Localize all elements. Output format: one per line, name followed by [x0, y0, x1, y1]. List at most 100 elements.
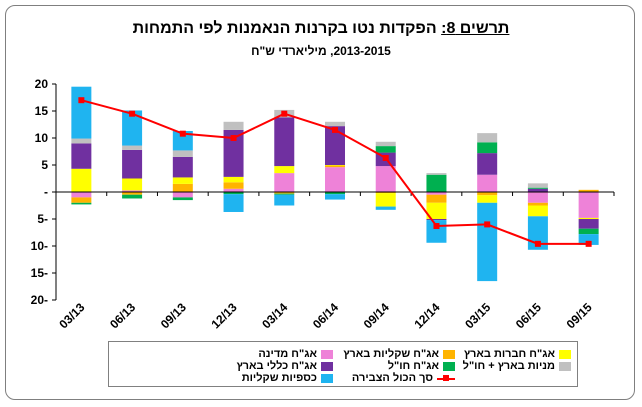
bar-segment: [122, 145, 143, 150]
legend-line-total: [437, 374, 455, 383]
bar-segment: [325, 165, 345, 166]
bar-segment: [375, 146, 396, 153]
bar-segment: [375, 192, 396, 194]
bar-segment: [477, 202, 498, 282]
bar-segment: [223, 188, 244, 192]
legend-item-money-market: כספיות שקליות: [242, 372, 333, 384]
bar-segment: [477, 133, 498, 143]
bar-segment: [274, 173, 295, 192]
bar-segment: [223, 192, 244, 195]
x-tick-label: 03/15: [462, 300, 493, 331]
bar-segment: [274, 194, 295, 206]
bar-segment: [426, 202, 447, 219]
legend-label-money-market: כספיות שקליות: [241, 372, 317, 384]
bar-segment: [325, 126, 345, 165]
bar-segment: [578, 234, 599, 245]
legend-item-general-bonds: אג"ח כללי בארץ: [237, 360, 333, 372]
bar-segment: [375, 166, 396, 192]
total-marker: [78, 97, 85, 104]
bar-segment: [325, 194, 345, 200]
bar-segment: [122, 194, 143, 199]
bar-segment: [477, 192, 498, 196]
total-marker: [179, 130, 186, 137]
x-tick-label: 03/13: [56, 300, 87, 331]
bar-segment: [527, 183, 548, 188]
x-tick-label: 06/15: [513, 300, 544, 331]
legend-swatch-money-market: [321, 373, 333, 383]
bar-segment: [274, 117, 295, 167]
x-tick-label: 06/14: [310, 300, 341, 331]
bar-segment: [578, 192, 599, 218]
bar-segment: [122, 149, 143, 179]
bar-segment: [172, 156, 193, 178]
bar-segment: [477, 153, 498, 175]
bar-segment: [71, 86, 92, 139]
legend-label-total: סך הכול הצבירה: [351, 372, 433, 384]
bar-segment: [426, 173, 447, 175]
bar-segment: [71, 168, 92, 192]
bar-segment: [578, 189, 599, 192]
total-marker: [484, 221, 491, 228]
legend-item-foreign-bonds: אג"ח חו"ל: [388, 360, 455, 372]
legend-item-total: סך הכול הצבירה: [352, 372, 455, 384]
bar-segment: [527, 187, 548, 189]
bar-segment: [172, 150, 193, 157]
legend-item-gov-bonds: אג"ח מדינה: [258, 348, 333, 360]
legend-label-gov-bonds: אג"ח מדינה: [258, 348, 317, 360]
bar-segment: [71, 197, 92, 203]
bar-segment: [325, 192, 345, 195]
bar-segment: [274, 193, 295, 195]
legend-swatch-foreign-bonds: [443, 361, 455, 371]
bar-segment: [274, 192, 295, 194]
bar-segment: [578, 219, 599, 229]
y-tick-label: 10-: [31, 239, 48, 253]
legend-item-corp-bonds: אג"ח חברות בארץ: [464, 348, 571, 360]
bar-segment: [426, 192, 447, 195]
total-marker: [585, 240, 592, 247]
bar-segment: [71, 143, 92, 169]
bar-segment: [122, 178, 143, 191]
bar-segment: [71, 138, 92, 144]
legend-label-shekel-bonds: אג"ח שקליות בארץ: [343, 348, 439, 360]
bar-segment: [375, 206, 396, 210]
legend-item-shekel-bonds: אג"ח שקליות בארץ: [343, 348, 455, 360]
legend-label-general-bonds: אג"ח כללי בארץ: [236, 360, 317, 372]
bar-segment: [477, 174, 498, 192]
bar-segment: [325, 121, 345, 127]
x-tick-label: 09/14: [361, 300, 392, 331]
bar-segment: [426, 219, 447, 221]
bar-segment: [223, 194, 244, 212]
x-tick-label: 09/13: [158, 300, 189, 331]
legend-swatch-corp-bonds: [559, 349, 571, 359]
bar-segment: [172, 183, 193, 192]
bar-segment: [578, 217, 599, 219]
y-tick-label: 20-: [31, 293, 48, 307]
x-tick-label: 03/14: [259, 300, 290, 331]
total-marker: [433, 223, 440, 230]
bar-segment: [223, 176, 244, 183]
bar-segment: [172, 192, 193, 198]
chart-title-text: הפקדות נטו בקרנות הנאמנות לפי התמחות: [132, 20, 437, 37]
x-tick-label: 12/14: [411, 300, 442, 331]
bar-segment: [527, 202, 548, 206]
bar-segment: [122, 192, 143, 195]
bar-segment: [223, 129, 244, 177]
legend-swatch-general-bonds: [321, 361, 333, 371]
y-tick-label: 5: [41, 158, 48, 172]
x-tick-label: 06/13: [107, 300, 138, 331]
bar-segment: [223, 182, 244, 189]
total-marker: [281, 110, 288, 117]
x-tick-label: 09/15: [564, 300, 595, 331]
y-tick-label: -: [44, 185, 48, 199]
bar-segment: [527, 205, 548, 217]
total-marker: [534, 240, 541, 247]
y-tick-label: 20: [35, 77, 49, 91]
bar-segment: [71, 192, 92, 198]
bar-segment: [172, 130, 193, 151]
legend-label-corp-bonds: אג"ח חברות בארץ: [463, 348, 555, 360]
bar-segment: [71, 202, 92, 205]
legend-swatch-stocks: [559, 361, 571, 371]
chart-title-prefix: תרשים 8:: [441, 20, 510, 37]
total-marker: [230, 135, 237, 141]
